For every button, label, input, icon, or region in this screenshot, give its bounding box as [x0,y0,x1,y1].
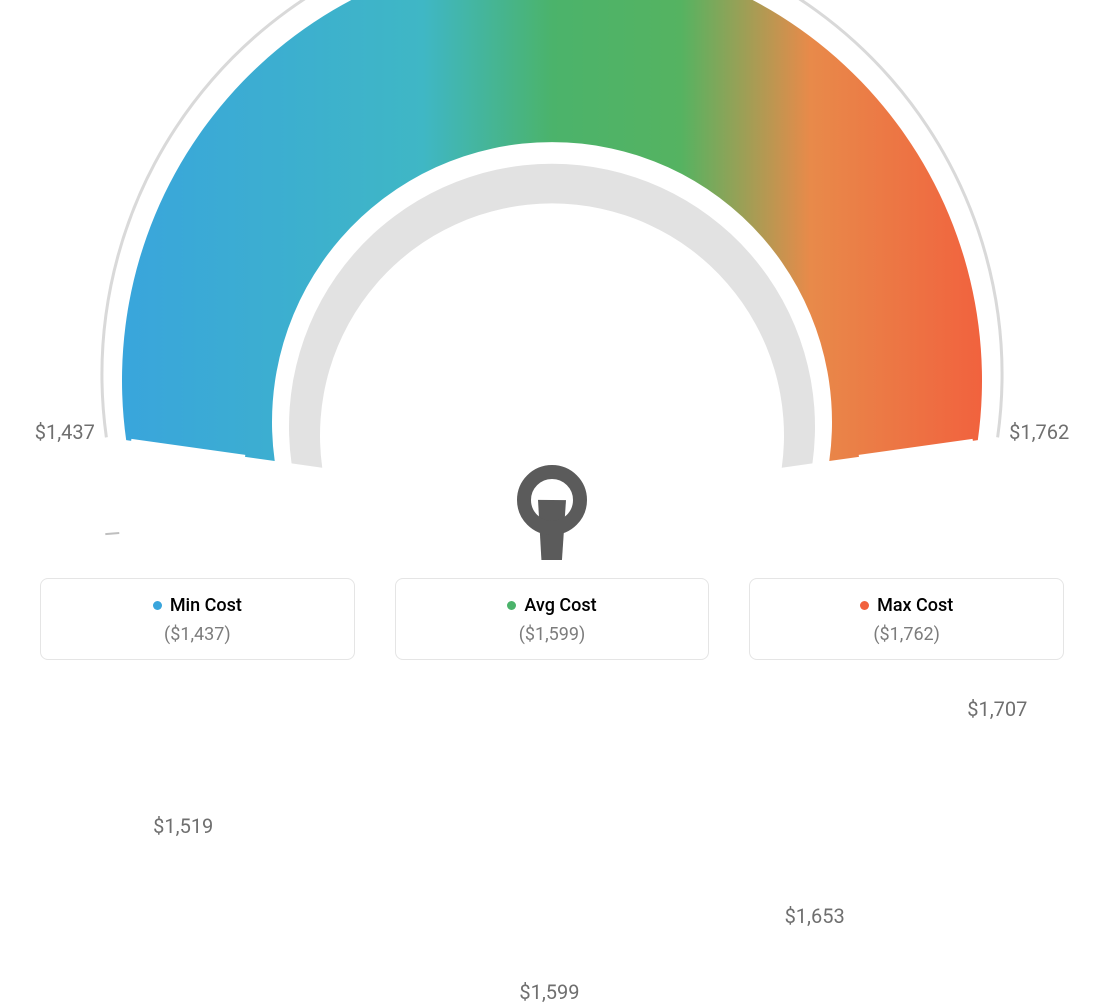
gauge-chart: $1,437$1,478$1,519$1,599$1,653$1,707$1,7… [0,0,1104,560]
legend-value: ($1,762) [770,624,1043,645]
legend-card-max: Max Cost ($1,762) [749,578,1064,660]
gauge-tick-label: $1,437 [35,420,95,444]
legend-title: Avg Cost [507,595,596,616]
legend-title-text: Avg Cost [524,595,596,616]
gauge-tick-label: $1,707 [967,697,1027,721]
legend-card-avg: Avg Cost ($1,599) [395,578,710,660]
legend-row: Min Cost ($1,437) Avg Cost ($1,599) Max … [0,578,1104,660]
legend-title: Min Cost [153,595,242,616]
legend-title-text: Max Cost [877,595,953,616]
legend-value: ($1,437) [61,624,334,645]
legend-card-min: Min Cost ($1,437) [40,578,355,660]
gauge-tick-label: $1,762 [1009,420,1069,444]
gauge-tick-label: $1,599 [519,980,579,1004]
gauge-tick-label: $1,519 [153,814,213,838]
chart-container: $1,437$1,478$1,519$1,599$1,653$1,707$1,7… [0,0,1104,690]
gauge-tick-label: $1,653 [785,904,845,928]
legend-value: ($1,599) [416,624,689,645]
legend-dot-min [153,601,162,610]
legend-title-text: Min Cost [170,595,242,616]
legend-dot-avg [507,601,516,610]
legend-title: Max Cost [860,595,953,616]
legend-dot-max [860,601,869,610]
